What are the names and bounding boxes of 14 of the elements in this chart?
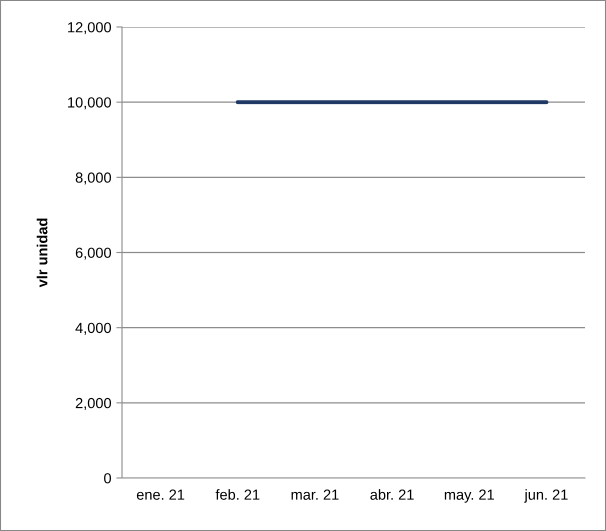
x-tick-label: mar. 21: [292, 489, 339, 500]
x-tick-label: feb. 21: [216, 489, 260, 500]
y-tick-label: 12,000: [68, 22, 112, 34]
x-tick-label: jun. 21: [524, 489, 568, 503]
x-tick-label: abr. 21: [370, 489, 414, 500]
y-tick-label: 8,000: [76, 172, 112, 184]
y-tick-label: 4,000: [75, 322, 112, 335]
y-tick-label: 2,000: [76, 398, 112, 410]
x-tick-label: ene. 21: [136, 489, 184, 500]
x-tick-label: may. 21: [444, 489, 494, 503]
y-tick-label: 6,000: [76, 248, 112, 260]
y-axis-title: vlr unidad: [36, 218, 48, 288]
y-tick-label: 10,000: [68, 97, 112, 110]
y-tick-label: 0: [104, 473, 112, 484]
